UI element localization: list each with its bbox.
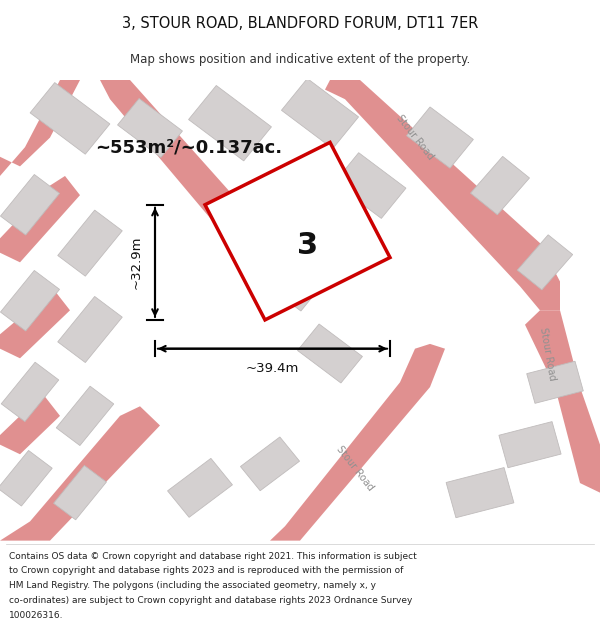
Text: 100026316.: 100026316.	[9, 611, 64, 619]
Polygon shape	[56, 386, 114, 446]
Polygon shape	[0, 291, 70, 358]
Polygon shape	[517, 235, 572, 290]
Text: ~39.4m: ~39.4m	[246, 362, 299, 375]
Polygon shape	[525, 310, 600, 492]
Text: co-ordinates) are subject to Crown copyright and database rights 2023 Ordnance S: co-ordinates) are subject to Crown copyr…	[9, 596, 412, 605]
Text: ~553m²/~0.137ac.: ~553m²/~0.137ac.	[95, 138, 282, 156]
Polygon shape	[470, 156, 529, 215]
Polygon shape	[0, 397, 60, 454]
Polygon shape	[0, 80, 80, 176]
Polygon shape	[270, 344, 445, 541]
Polygon shape	[1, 271, 59, 331]
Polygon shape	[1, 174, 59, 235]
Polygon shape	[257, 252, 322, 311]
Polygon shape	[58, 296, 122, 362]
Polygon shape	[334, 152, 406, 218]
Polygon shape	[100, 80, 250, 234]
Polygon shape	[0, 451, 52, 506]
Text: Map shows position and indicative extent of the property.: Map shows position and indicative extent…	[130, 54, 470, 66]
Text: to Crown copyright and database rights 2023 and is reproduced with the permissio: to Crown copyright and database rights 2…	[9, 566, 403, 576]
Polygon shape	[407, 107, 473, 168]
Text: HM Land Registry. The polygons (including the associated geometry, namely x, y: HM Land Registry. The polygons (includin…	[9, 581, 376, 590]
Polygon shape	[0, 406, 160, 541]
Text: Stour Road: Stour Road	[395, 113, 436, 162]
Text: Stour Road: Stour Road	[335, 444, 376, 493]
Polygon shape	[527, 361, 583, 403]
Polygon shape	[1, 362, 59, 421]
Text: 3, STOUR ROAD, BLANDFORD FORUM, DT11 7ER: 3, STOUR ROAD, BLANDFORD FORUM, DT11 7ER	[122, 16, 478, 31]
Polygon shape	[0, 176, 80, 262]
Polygon shape	[325, 80, 560, 310]
Polygon shape	[167, 458, 232, 518]
Polygon shape	[205, 142, 390, 320]
Text: Contains OS data © Crown copyright and database right 2021. This information is : Contains OS data © Crown copyright and d…	[9, 552, 417, 561]
Polygon shape	[446, 468, 514, 518]
Polygon shape	[53, 466, 106, 520]
Polygon shape	[118, 99, 182, 158]
Polygon shape	[241, 437, 299, 491]
Text: 3: 3	[297, 231, 318, 260]
Polygon shape	[188, 86, 271, 161]
Polygon shape	[298, 324, 362, 383]
Text: ~32.9m: ~32.9m	[130, 236, 143, 289]
Polygon shape	[499, 422, 561, 468]
Polygon shape	[30, 82, 110, 154]
Text: Stour Road: Stour Road	[538, 326, 557, 381]
Polygon shape	[58, 210, 122, 276]
Polygon shape	[281, 79, 359, 149]
